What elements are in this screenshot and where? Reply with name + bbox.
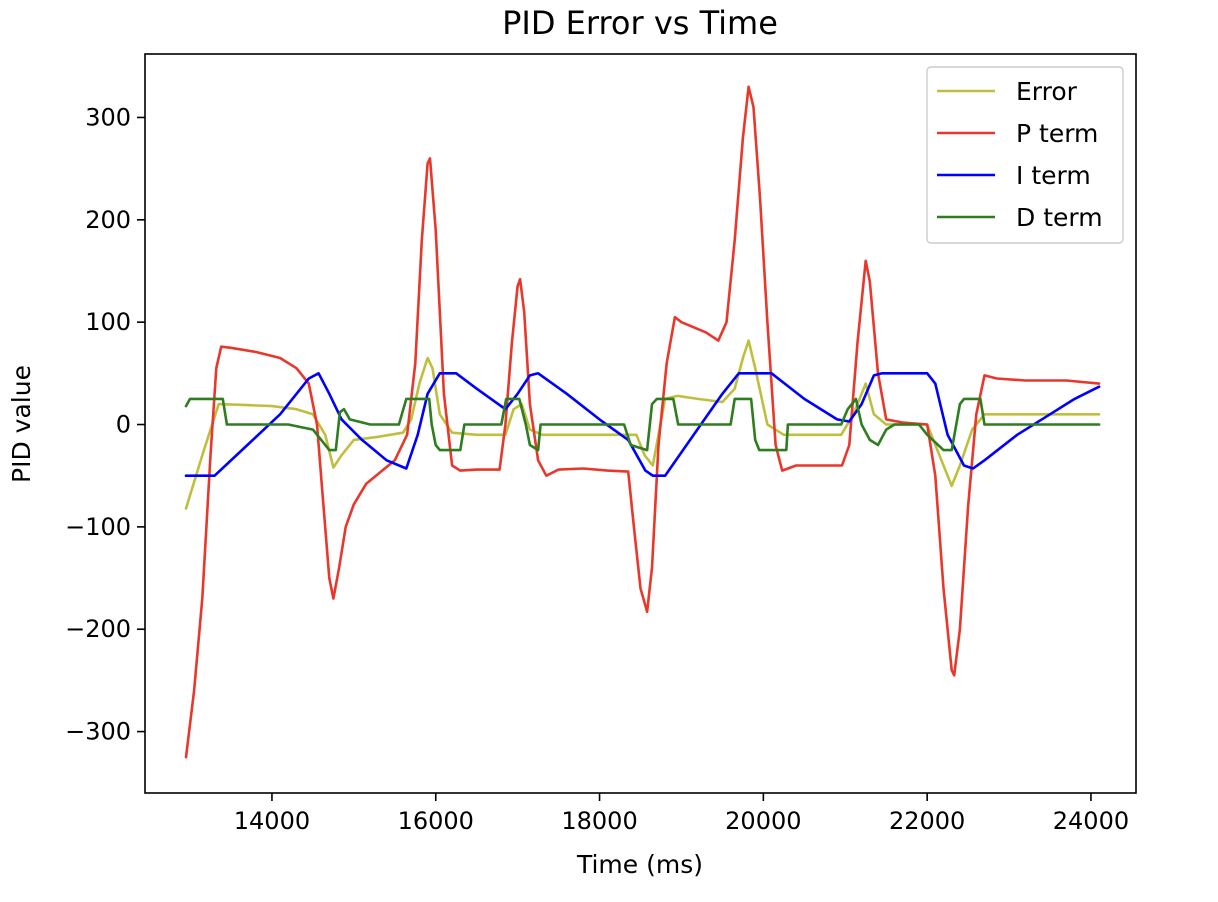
y-tick-label: 300 — [85, 103, 131, 131]
x-tick-label: 20000 — [725, 807, 801, 835]
y-tick-label: −200 — [65, 615, 131, 643]
series-line-p-term — [184, 85, 1101, 759]
legend-label: P term — [1016, 119, 1098, 148]
x-tick-label: 16000 — [398, 807, 474, 835]
x-axis: 14000 16000 18000 20000 22000 24000 — [234, 793, 1129, 835]
plot-area — [184, 85, 1101, 759]
legend-label: D term — [1016, 203, 1103, 232]
legend-label: Error — [1016, 77, 1078, 106]
x-axis-label: Time (ms) — [576, 850, 703, 879]
plot-frame — [144, 53, 1137, 794]
y-tick-label: 100 — [85, 308, 131, 336]
x-tick-label: 14000 — [234, 807, 310, 835]
y-tick-label: 200 — [85, 206, 131, 234]
series-line-d-term — [184, 397, 1101, 452]
chart-title: PID Error vs Time — [502, 4, 778, 42]
x-tick-label: 18000 — [561, 807, 637, 835]
legend-box — [926, 66, 1124, 244]
y-axis-label: PID value — [7, 365, 36, 483]
series-line-i-term — [184, 372, 1101, 477]
y-axis: −300 −200 −100 0 100 200 300 — [65, 103, 145, 746]
y-tick-label: −300 — [65, 718, 131, 746]
legend: Error P term I term D term — [926, 66, 1124, 244]
x-tick-label: 24000 — [1053, 807, 1129, 835]
x-tick-label: 22000 — [889, 807, 965, 835]
y-tick-label: 0 — [116, 411, 131, 439]
y-tick-label: −100 — [65, 513, 131, 541]
legend-label: I term — [1016, 161, 1091, 190]
